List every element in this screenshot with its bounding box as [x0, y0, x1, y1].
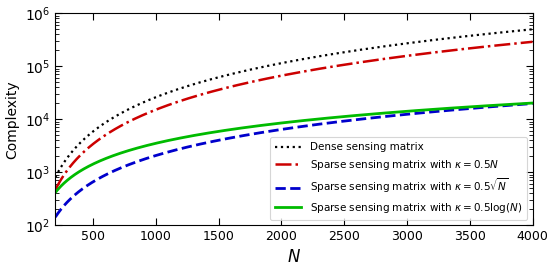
Sparse sensing matrix with $\kappa = 0.5N$: [362, 60, 369, 63]
Y-axis label: Complexity: Complexity: [6, 80, 19, 159]
Sparse sensing matrix with $\kappa = 0.5\log(N)$: [529, 101, 536, 105]
Sparse sensing matrix with $\kappa = 0.5N$: [444, 49, 451, 52]
Sparse sensing matrix with $\kappa = 0.5\log(N)$: [444, 107, 451, 110]
Dense sensing matrix: [444, 37, 451, 40]
Dense sensing matrix: [52, 176, 59, 179]
Sparse sensing matrix with $\kappa = 0.5\log(N)$: [408, 109, 415, 113]
Sparse sensing matrix with $\kappa = 0.5\sqrt{N}$: [234, 135, 241, 138]
Sparse sensing matrix with $\kappa = 0.5\sqrt{N}$: [444, 109, 451, 112]
Sparse sensing matrix with $\kappa = 0.5\sqrt{N}$: [529, 102, 536, 105]
Sparse sensing matrix with $\kappa = 0.5\sqrt{N}$: [362, 117, 369, 120]
Dense sensing matrix: [529, 28, 536, 31]
Sparse sensing matrix with $\kappa = 0.5N$: [408, 54, 415, 57]
Dense sensing matrix: [138, 101, 145, 104]
Sparse sensing matrix with $\kappa = 0.5N$: [529, 40, 536, 44]
Sparse sensing matrix with $\kappa = 0.5\log(N)$: [52, 191, 59, 194]
Line: Sparse sensing matrix with $\kappa = 0.5\sqrt{N}$: Sparse sensing matrix with $\kappa = 0.5…: [55, 104, 532, 217]
Sparse sensing matrix with $\kappa = 0.5\log(N)$: [362, 113, 369, 116]
Line: Dense sensing matrix: Dense sensing matrix: [55, 29, 532, 177]
Sparse sensing matrix with $\kappa = 0.5\sqrt{N}$: [338, 120, 345, 123]
Sparse sensing matrix with $\kappa = 0.5N$: [138, 114, 145, 117]
Legend: Dense sensing matrix, Sparse sensing matrix with $\kappa = 0.5N$, Sparse sensing: Dense sensing matrix, Sparse sensing mat…: [270, 137, 527, 220]
Sparse sensing matrix with $\kappa = 0.5\log(N)$: [234, 127, 241, 130]
Line: Sparse sensing matrix with $\kappa = 0.5\log(N)$: Sparse sensing matrix with $\kappa = 0.5…: [55, 103, 532, 193]
Sparse sensing matrix with $\kappa = 0.5N$: [234, 84, 241, 87]
X-axis label: $N$: $N$: [287, 248, 301, 267]
Sparse sensing matrix with $\kappa = 0.5\sqrt{N}$: [408, 112, 415, 115]
Sparse sensing matrix with $\kappa = 0.5\log(N)$: [338, 115, 345, 118]
Sparse sensing matrix with $\kappa = 0.5\sqrt{N}$: [138, 158, 145, 162]
Sparse sensing matrix with $\kappa = 0.5N$: [52, 188, 59, 191]
Dense sensing matrix: [408, 41, 415, 44]
Sparse sensing matrix with $\kappa = 0.5\sqrt{N}$: [52, 215, 59, 219]
Sparse sensing matrix with $\kappa = 0.5N$: [338, 64, 345, 67]
Dense sensing matrix: [338, 51, 345, 54]
Dense sensing matrix: [234, 71, 241, 74]
Dense sensing matrix: [362, 47, 369, 51]
Sparse sensing matrix with $\kappa = 0.5\log(N)$: [138, 145, 145, 149]
Line: Sparse sensing matrix with $\kappa = 0.5N$: Sparse sensing matrix with $\kappa = 0.5…: [55, 42, 532, 190]
